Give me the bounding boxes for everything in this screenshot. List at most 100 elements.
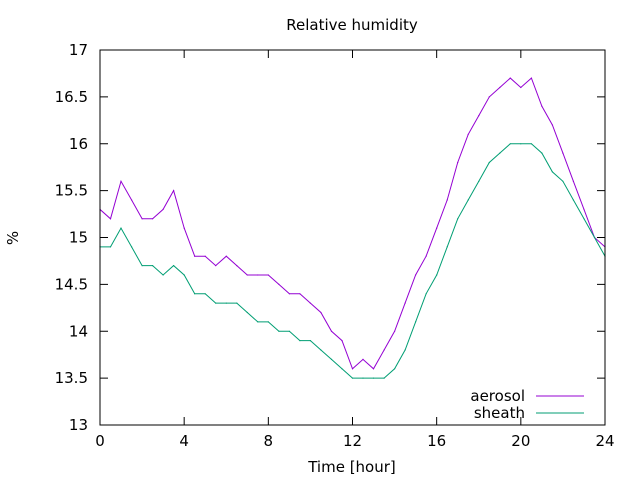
data-point-aerosol xyxy=(562,152,564,154)
data-point-sheath xyxy=(320,349,322,351)
data-point-aerosol xyxy=(457,161,459,164)
data-point-sheath xyxy=(541,152,543,154)
y-tick-label: 14.5 xyxy=(55,275,88,293)
data-point-aerosol xyxy=(278,283,280,285)
data-point-sheath xyxy=(520,143,522,145)
y-tick-label: 14 xyxy=(69,322,88,340)
data-point-sheath xyxy=(457,218,459,220)
data-point-aerosol xyxy=(362,358,364,360)
data-point-aerosol xyxy=(320,311,322,314)
x-axis-label: Time [hour] xyxy=(307,458,396,476)
data-point-aerosol xyxy=(152,218,154,220)
data-point-sheath xyxy=(362,377,364,379)
data-point-aerosol xyxy=(499,86,501,89)
data-point-sheath xyxy=(372,377,375,379)
data-point-aerosol xyxy=(194,255,196,257)
data-point-sheath xyxy=(309,340,311,342)
data-point-sheath xyxy=(299,340,301,342)
series-line-aerosol xyxy=(100,77,605,370)
data-point-sheath xyxy=(351,377,354,379)
data-point-aerosol xyxy=(351,368,354,370)
x-tick-label: 0 xyxy=(95,432,105,450)
data-point-sheath xyxy=(288,330,290,332)
data-point-sheath xyxy=(225,302,227,304)
data-point-sheath xyxy=(404,349,406,351)
data-point-sheath xyxy=(509,143,511,145)
y-tick-label: 16.5 xyxy=(55,88,88,106)
data-point-sheath xyxy=(583,218,585,220)
data-point-aerosol xyxy=(183,227,185,229)
data-point-aerosol xyxy=(404,302,406,304)
data-point-aerosol xyxy=(488,96,490,98)
data-point-sheath xyxy=(383,377,385,379)
data-point-aerosol xyxy=(572,180,575,182)
y-tick-label: 15.5 xyxy=(55,182,88,200)
data-point-sheath xyxy=(478,180,480,182)
data-point-sheath xyxy=(330,358,333,360)
y-tick-label: 13 xyxy=(69,416,88,434)
data-point-aerosol xyxy=(131,199,133,201)
y-axis-label: % xyxy=(4,231,22,245)
chart-title: Relative humidity xyxy=(286,16,418,34)
data-point-aerosol xyxy=(530,77,533,79)
data-point-sheath xyxy=(152,265,154,267)
data-point-sheath xyxy=(436,274,438,276)
data-point-sheath xyxy=(246,311,248,314)
data-point-aerosol xyxy=(173,190,175,192)
data-point-sheath xyxy=(446,246,448,248)
x-tick-label: 12 xyxy=(343,432,362,450)
data-point-aerosol xyxy=(215,265,217,267)
data-point-sheath xyxy=(394,368,396,370)
data-point-aerosol xyxy=(436,227,438,229)
data-point-sheath xyxy=(593,236,596,239)
data-point-aerosol xyxy=(467,133,469,135)
data-point-sheath xyxy=(236,302,238,304)
data-point-sheath xyxy=(551,171,554,173)
data-point-sheath xyxy=(341,368,343,370)
data-point-aerosol xyxy=(109,218,112,220)
data-point-sheath xyxy=(488,161,490,164)
data-point-aerosol xyxy=(478,115,480,117)
data-point-sheath xyxy=(278,330,280,332)
data-point-aerosol xyxy=(288,293,290,295)
x-tick-label: 24 xyxy=(595,432,614,450)
data-point-aerosol xyxy=(267,274,269,276)
data-point-aerosol xyxy=(394,330,396,332)
data-point-aerosol xyxy=(299,293,301,295)
ticks: 0 4 8 12 16 20 24 13 13.5 14 14.5 15 15.5 16 16.5 17 xyxy=(55,41,615,450)
data-point-sheath xyxy=(131,246,133,248)
data-point-sheath xyxy=(530,143,533,145)
data-point-aerosol xyxy=(509,77,511,79)
data-point-aerosol xyxy=(236,265,238,267)
data-point-sheath xyxy=(425,293,427,295)
data-point-aerosol xyxy=(257,274,259,276)
data-point-sheath xyxy=(467,199,469,201)
data-point-aerosol xyxy=(141,218,143,220)
data-point-sheath xyxy=(120,227,122,229)
data-point-sheath xyxy=(267,321,269,323)
data-point-sheath xyxy=(572,199,575,201)
series-lines xyxy=(99,77,606,379)
data-point-sheath xyxy=(499,152,501,154)
data-point-aerosol xyxy=(383,349,385,351)
data-point-sheath xyxy=(141,265,143,267)
legend-label-aerosol: aerosol xyxy=(470,387,525,405)
data-point-sheath xyxy=(173,265,175,267)
data-point-aerosol xyxy=(246,274,248,276)
data-point-aerosol xyxy=(551,124,554,126)
data-point-aerosol xyxy=(541,105,543,107)
data-point-aerosol xyxy=(520,86,522,89)
data-point-aerosol xyxy=(341,340,343,342)
data-point-aerosol xyxy=(372,368,375,370)
x-tick-label: 4 xyxy=(179,432,189,450)
y-tick-label: 15 xyxy=(69,229,88,247)
y-tick-label: 17 xyxy=(69,41,88,59)
data-point-aerosol xyxy=(162,208,164,210)
data-point-aerosol xyxy=(583,208,585,210)
data-point-aerosol xyxy=(330,330,333,332)
data-point-aerosol xyxy=(415,274,417,276)
y-tick-label: 13.5 xyxy=(55,369,88,387)
